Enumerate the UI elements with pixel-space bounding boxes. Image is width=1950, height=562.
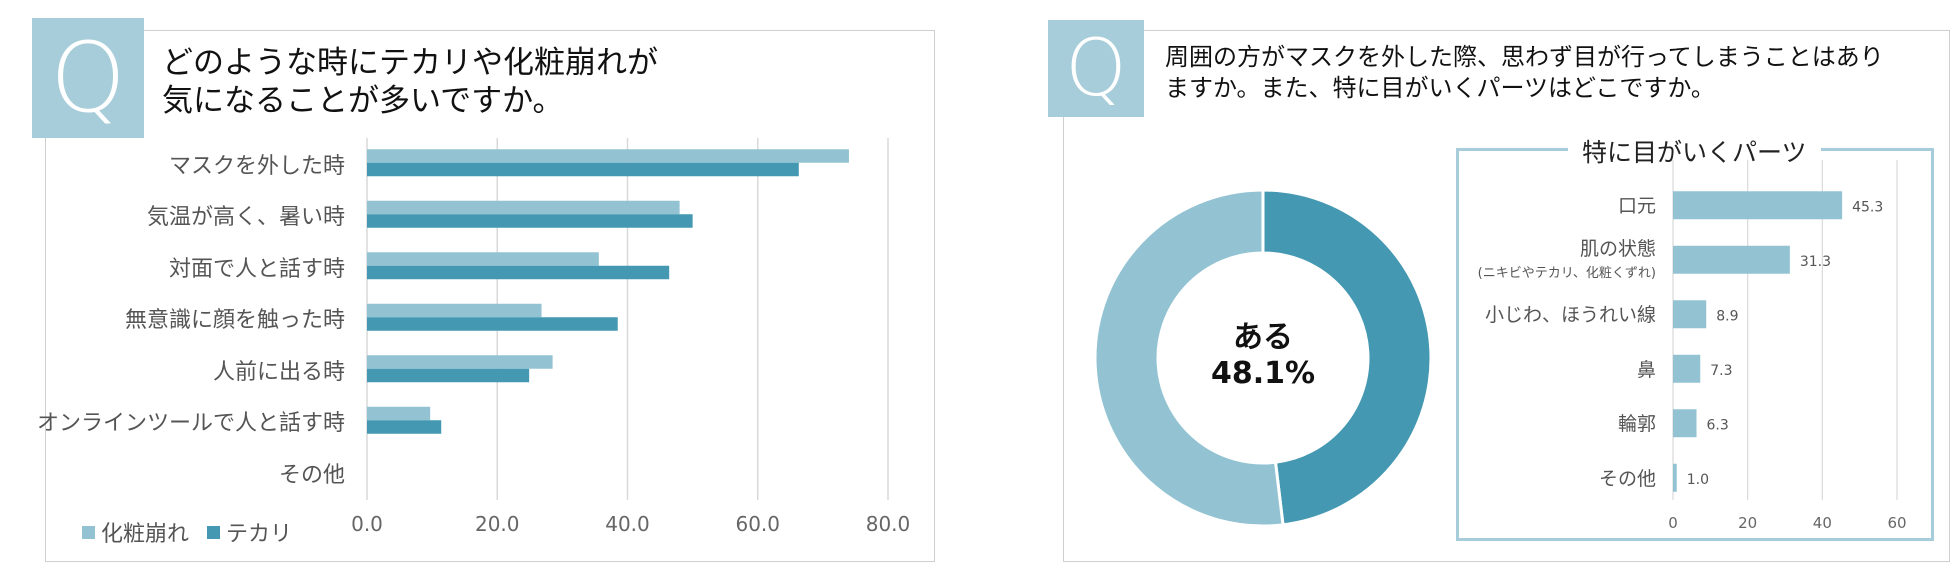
category-label: オンラインツールで人と話す時 [36, 411, 345, 437]
bar-tekari [367, 214, 693, 228]
category-label: 無意識に顔を触った時 [124, 308, 345, 334]
parts-title: 特に目がいくパーツ [1568, 133, 1821, 169]
parts-value-label: 7.3 [1710, 363, 1732, 379]
legend-swatch-light [82, 525, 95, 539]
left-bar-chart [366, 138, 889, 500]
bar-keshou [367, 303, 542, 318]
right-question-title: 周囲の方がマスクを外した際、思わず目が行ってしまうことはあり ますか。また、特に… [1165, 42, 1884, 104]
left-chart-panel [45, 30, 935, 562]
parts-x-tick-label: 40 [1813, 514, 1832, 532]
left-q-badge: Q [32, 18, 144, 138]
category-label: その他 [278, 462, 345, 488]
category-label: 人前に出る時 [212, 359, 345, 385]
parts-bar [1673, 245, 1790, 274]
parts-category-label: 輪郭 [1617, 413, 1656, 436]
bar-keshou [367, 200, 680, 215]
parts-category-label: 肌の状態 [1579, 237, 1656, 260]
parts-bar [1673, 300, 1707, 329]
bar-tekari [367, 317, 618, 331]
legend-item-keshou: 化粧崩れ [82, 516, 189, 548]
x-tick-label: 0.0 [351, 512, 383, 536]
donut-slice-1 [1093, 188, 1285, 528]
donut-slice-0 [1261, 188, 1433, 527]
category-label: 対面で人と話す時 [168, 256, 345, 282]
bar-tekari [367, 420, 442, 434]
right-q-letter: Q [1065, 23, 1127, 114]
category-label: 気温が高く、暑い時 [146, 205, 345, 231]
bar-tekari [367, 265, 670, 280]
parts-category-sublabel: (ニキビやテカリ、化粧くずれ) [1477, 265, 1656, 281]
left-title-line-1: どのような時にテカリや化粧崩れが [162, 45, 658, 81]
left-legend: 化粧崩れ テカリ [82, 516, 310, 548]
parts-x-tick-label: 20 [1738, 514, 1757, 532]
x-tick-label: 80.0 [865, 512, 911, 536]
legend-item-tekari: テカリ [207, 516, 292, 548]
parts-bar [1673, 409, 1697, 438]
bar-keshou [367, 252, 599, 266]
category-label: マスクを外した時 [168, 153, 345, 179]
bar-tekari [367, 162, 799, 177]
x-tick-label: 60.0 [735, 512, 781, 536]
parts-value-label: 1.0 [1687, 472, 1709, 488]
left-q-letter: Q [50, 22, 126, 134]
parts-bar [1673, 354, 1701, 383]
parts-category-label: 鼻 [1636, 358, 1656, 381]
legend-label-tekari: テカリ [226, 522, 293, 547]
parts-bar [1673, 191, 1843, 220]
parts-x-tick-label: 0 [1668, 514, 1678, 532]
parts-category-label: その他 [1598, 467, 1656, 490]
left-title-line-2: 気になることが多いですか。 [162, 83, 564, 119]
left-question-title: どのような時にテカリや化粧崩れが 気になることが多いですか。 [162, 44, 658, 120]
parts-value-label: 6.3 [1707, 417, 1729, 433]
parts-category-label: 小じわ、ほうれい線 [1484, 304, 1656, 327]
parts-x-tick-label: 60 [1887, 514, 1906, 532]
parts-category-label: 口元 [1617, 195, 1656, 218]
donut-chart [1093, 188, 1433, 528]
parts-value-label: 8.9 [1716, 308, 1738, 324]
right-title-line-2: ますか。また、特に目がいくパーツはどこですか。 [1165, 74, 1715, 102]
bar-tekari [367, 368, 530, 383]
donut-center-value: 48.1% [1210, 356, 1316, 391]
x-tick-label: 40.0 [605, 512, 650, 536]
legend-swatch-dark [207, 525, 221, 539]
right-title-line-1: 周囲の方がマスクを外した際、思わず目が行ってしまうことはあり [1165, 43, 1884, 71]
bar-keshou [367, 406, 431, 421]
right-q-badge: Q [1048, 20, 1144, 117]
x-tick-label: 20.0 [474, 512, 520, 536]
donut-center-label: ある 48.1% [1163, 320, 1363, 392]
parts-value-label: 45.3 [1852, 199, 1883, 215]
parts-bar [1673, 463, 1677, 492]
bar-keshou [367, 149, 849, 163]
donut-center-text: ある [1233, 320, 1293, 355]
legend-label-keshou: 化粧崩れ [101, 522, 190, 547]
parts-bar-chart: 0 20 40 60 45.3 31.3 8.9 7.3 6.3 1.0 [1668, 160, 1907, 532]
bar-keshou [367, 355, 553, 369]
parts-value-label: 31.3 [1800, 254, 1831, 270]
